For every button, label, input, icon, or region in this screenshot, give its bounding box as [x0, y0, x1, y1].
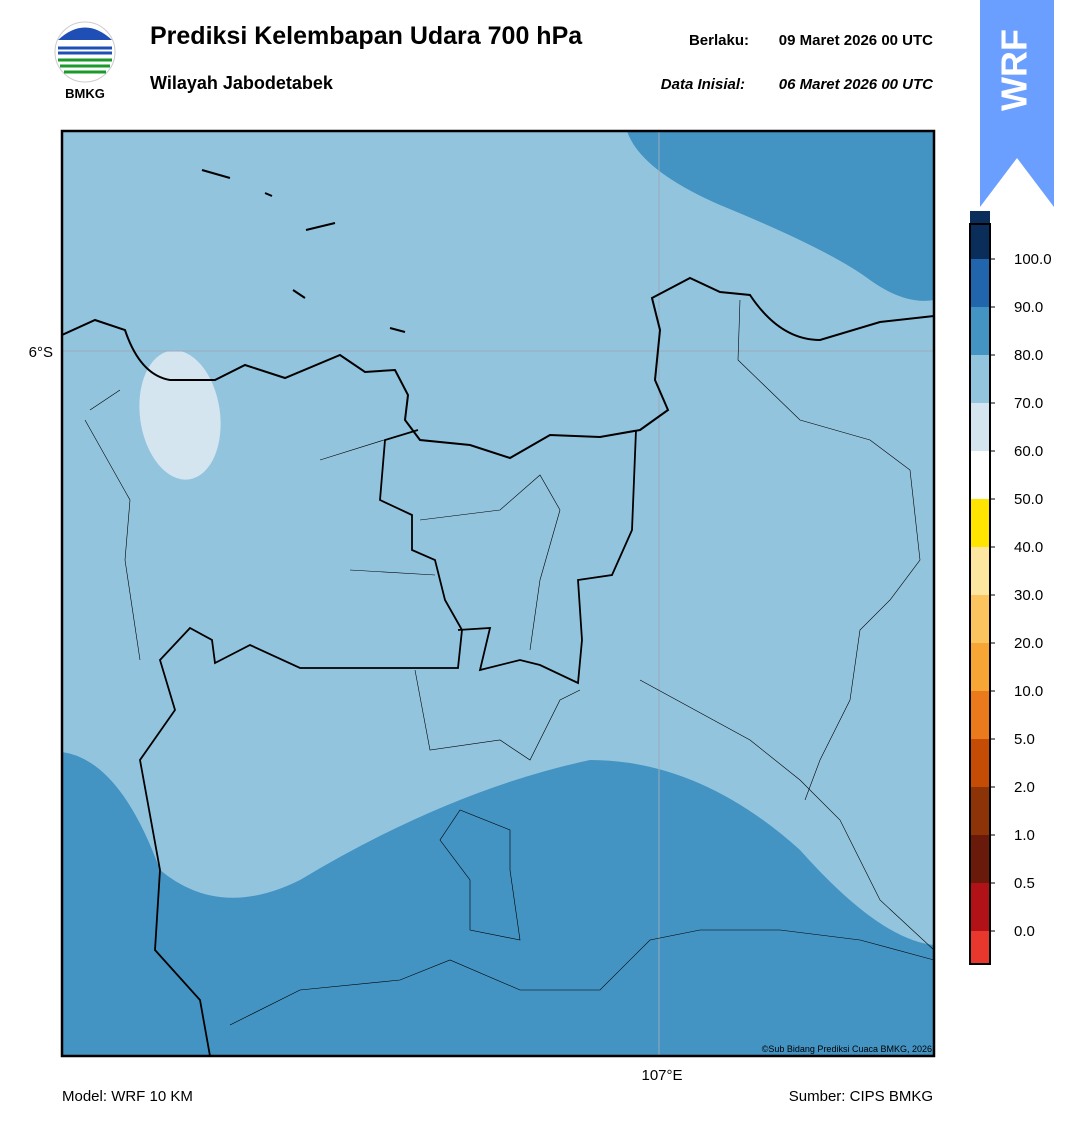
colorbar-label: 40.0 [1014, 539, 1043, 556]
colorbar-label: 30.0 [1014, 587, 1043, 604]
colorbar-label: 2.0 [1014, 779, 1035, 796]
logo-text: BMKG [65, 86, 105, 101]
footer-model: Model: WRF 10 KM [62, 1088, 193, 1105]
colorbar-segment [970, 355, 990, 403]
colorbar-segment [970, 595, 990, 643]
title: Prediksi Kelembapan Udara 700 hPa [150, 22, 583, 50]
wrf-badge [980, 0, 1054, 207]
colorbar-label: 90.0 [1014, 299, 1043, 316]
colorbar-segment [970, 499, 990, 547]
colorbar-label: 80.0 [1014, 347, 1043, 364]
colorbar-label: 0.0 [1014, 923, 1035, 940]
humidity-region [139, 350, 221, 480]
valid-date: 09 Maret 2026 00 UTC [779, 32, 933, 49]
map-frame [60, 129, 936, 1058]
lon-label: 107°E [641, 1067, 682, 1084]
colorbar-label: 10.0 [1014, 683, 1043, 700]
colorbar-segment [970, 259, 990, 307]
colorbar: 0.0 0.5 1.0 2.0 5.0 10.0 20.0 30.0 40.0 50.0 60.0 7… [969, 211, 1052, 965]
colorbar-segment [970, 643, 990, 691]
colorbar-segment [970, 403, 990, 451]
colorbar-segment [970, 691, 990, 739]
colorbar-segment [970, 739, 990, 787]
colorbar-segment [970, 547, 990, 595]
colorbar-segment [970, 451, 990, 499]
colorbar-segment [970, 211, 990, 259]
map: ©Sub Bidang Prediksi Cuaca BMKG, 2026 [62, 131, 934, 1056]
badge-text: WRF [994, 29, 1035, 111]
colorbar-label: 60.0 [1014, 443, 1043, 460]
colorbar-label: 70.0 [1014, 395, 1043, 412]
init-label: Data Inisial: [661, 76, 745, 93]
coastline [62, 169, 934, 460]
colorbar-label: 0.5 [1014, 875, 1035, 892]
logo: BMKG [54, 21, 116, 101]
subtitle: Wilayah Jabodetabek [150, 73, 334, 93]
colorbar-label: 100.0 [1014, 251, 1052, 268]
colorbar-segment [970, 307, 990, 355]
province-border [139, 429, 637, 1056]
colorbar-segment [970, 931, 990, 964]
district-border [84, 299, 934, 1026]
colorbar-label: 20.0 [1014, 635, 1043, 652]
colorbar-segment [970, 883, 990, 931]
init-date: 06 Maret 2026 00 UTC [779, 76, 934, 93]
humidity-region [627, 131, 934, 301]
colorbar-label: 50.0 [1014, 491, 1043, 508]
valid-label: Berlaku: [689, 32, 749, 49]
map-credit: ©Sub Bidang Prediksi Cuaca BMKG, 2026 [762, 1044, 932, 1054]
colorbar-frame [969, 223, 991, 965]
colorbar-segment [970, 835, 990, 883]
humidity-region [62, 752, 934, 1056]
footer-source: Sumber: CIPS BMKG [789, 1088, 933, 1105]
colorbar-label: 1.0 [1014, 827, 1035, 844]
colorbar-segment [970, 787, 990, 835]
colorbar-label: 5.0 [1014, 731, 1035, 748]
lat-label: 6°S [29, 344, 53, 361]
